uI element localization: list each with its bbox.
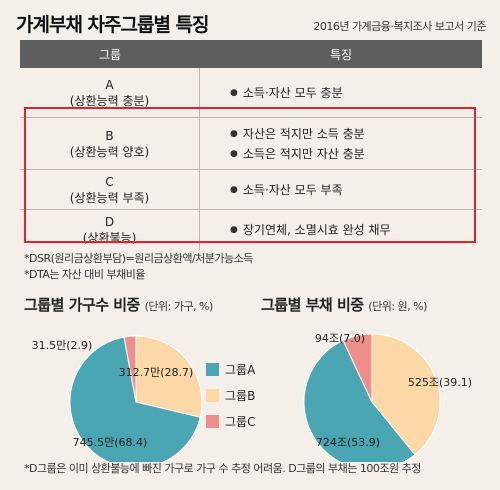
notes: *DSR(원리금상환부담)=원리금상환액/처분가능소득 *DTA는 자산 대비 … — [24, 251, 253, 283]
header-features: 특징 — [329, 47, 353, 62]
data-label: 94조(7.0) — [315, 332, 365, 345]
unit-label: (단위: 가구, %) — [144, 300, 214, 313]
group-name: B — [105, 128, 114, 143]
pie-slice-그룹C — [123, 335, 137, 403]
group-table: 그룹 특징 A (상환능력 충분) ● 소득·자산 모두 충분 B (상환능력 양… — [20, 40, 482, 250]
group-name: A — [105, 77, 114, 92]
table-row: B (상환능력 양호) ● 자산은 적지만 소득 충분 ● 소득은 적지만 자산 충… — [20, 118, 482, 170]
feature-item: ● 소득은 적지만 자산 충분 — [230, 146, 365, 161]
feature-item: ● 자산은 적지만 소득 충분 — [230, 126, 365, 141]
feature-item: ● 소득·자산 모두 충분 — [230, 85, 343, 100]
pie-chart-households: 745.5만(68.4) 312.7만(28.7) 31.5만(2.9) — [32, 335, 203, 462]
legend-item: 그룹C — [206, 408, 255, 434]
legend: 그룹A 그룹B 그룹C — [206, 356, 255, 434]
data-label: 525조(39.1) — [408, 376, 472, 389]
pie-slice-그룹B — [135, 335, 203, 418]
table-row: A (상환능력 충분) ● 소득·자산 모두 충분 — [20, 68, 482, 118]
data-label: 31.5만(2.9) — [32, 339, 93, 352]
footnote: *D그룹은 이미 상환불능에 빠진 가구로 가구 수 추정 어려움. D그룹의 … — [24, 462, 421, 475]
data-label: 312.7만(28.7) — [119, 366, 194, 379]
note-line: *DTA는 자산 대비 부채비율 — [24, 268, 145, 281]
pie-title-debt: 그룹별 부채 비중 (단위: 원, %) — [261, 296, 427, 314]
feature-item: ● 소득·자산 모두 부족 — [230, 182, 343, 197]
legend-swatch — [206, 388, 219, 402]
legend-swatch — [206, 414, 219, 428]
pie-slice-그룹B — [371, 333, 441, 456]
group-sub: (상환능력 충분) — [69, 93, 150, 108]
group-name: D — [104, 215, 115, 229]
table-row: C (상환능력 부족) ● 소득·자산 모두 부족 — [20, 170, 482, 210]
feature-item: ● 장기연체, 소멸시효 완성 채무 — [230, 223, 391, 237]
note-line: *DSR(원리금상환부담)=원리금상환액/처분가능소득 — [24, 252, 253, 265]
group-sub: (상환불능) — [82, 231, 137, 245]
group-sub: (상환능력 부족) — [69, 190, 150, 205]
legend-item: 그룹A — [206, 356, 255, 382]
unit-label: (단위: 원, %) — [368, 300, 427, 313]
data-label: 724조(53.9) — [316, 436, 380, 449]
table-header: 그룹 특징 — [20, 40, 482, 68]
group-name: C — [105, 174, 114, 189]
data-label: 745.5만(68.4) — [73, 436, 148, 449]
group-sub: (상환능력 양호) — [69, 144, 150, 159]
legend-swatch — [206, 362, 219, 376]
pie-title-households: 그룹별 가구수 비중 (단위: 가구, %) — [24, 296, 214, 314]
chart-title: 가계부채 차주그룹별 특징 — [16, 14, 210, 36]
legend-item: 그룹B — [206, 382, 255, 408]
pie-slice-그룹C — [342, 333, 373, 403]
table-row: D (상환불능) ● 장기연체, 소멸시효 완성 채무 — [20, 210, 482, 250]
pie-chart-debt: 724조(53.9) 525조(39.1) 94조(7.0) — [303, 332, 472, 462]
header-group: 그룹 — [98, 47, 122, 62]
source-note: 2016년 가계금융·복지조사 보고서 기준 — [313, 20, 486, 33]
pie-slice-그룹A — [303, 339, 416, 462]
